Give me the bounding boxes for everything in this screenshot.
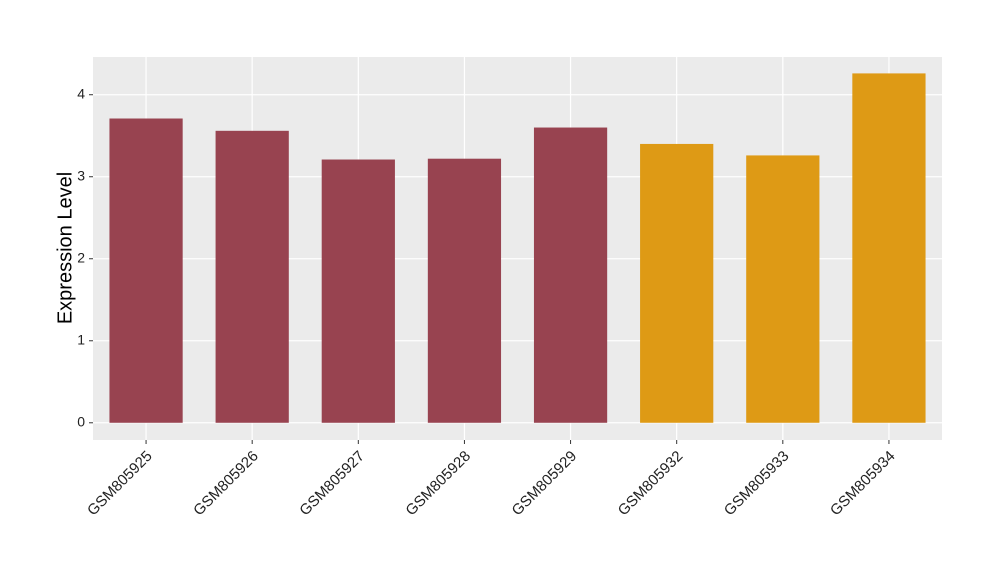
x-tick-label: GSM805925 [84,448,156,520]
bar [640,143,714,423]
x-tick-label: GSM805928 [402,448,474,520]
x-tick-label: GSM805926 [190,448,262,520]
bar [215,130,289,423]
y-tick-label: 2 [77,249,85,265]
bar [852,73,926,423]
bar [746,155,820,423]
x-tick-label: GSM805929 [509,448,581,520]
bar [427,158,502,423]
bar [321,159,395,423]
y-tick-label: 3 [77,167,85,183]
bar [109,118,183,423]
x-tick-label: GSM805933 [721,448,793,520]
x-tick-label: GSM805934 [827,448,899,520]
y-tick-label: 4 [77,85,85,101]
bar [533,127,608,423]
y-axis-title: Expression Level [54,172,76,324]
x-tick-label: GSM805932 [615,448,687,520]
x-tick-label: GSM805927 [296,448,368,520]
y-tick-label: 1 [77,331,85,347]
y-tick-label: 0 [77,413,85,429]
